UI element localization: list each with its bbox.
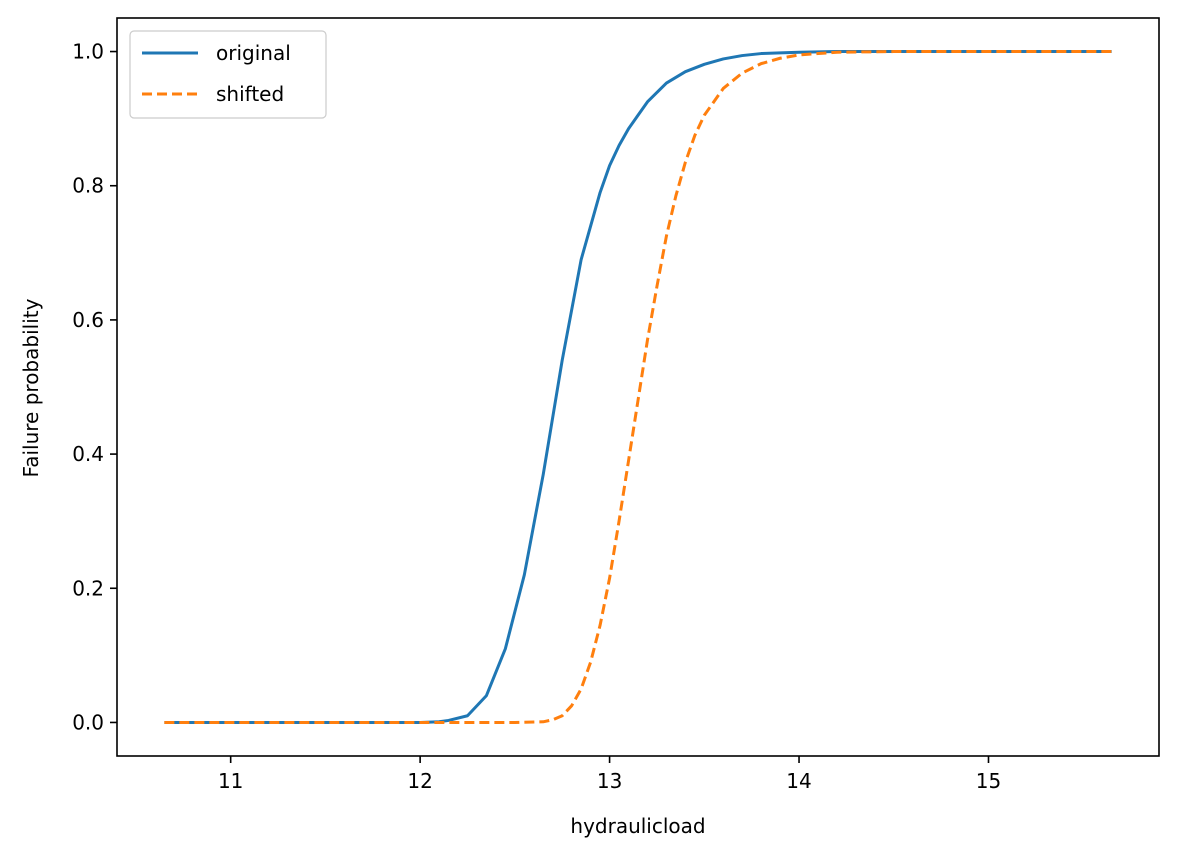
series-layer xyxy=(164,50,1112,724)
x-tick-label: 13 xyxy=(597,769,622,793)
y-tick-label: 0.8 xyxy=(72,174,104,198)
y-tick-label: 0.0 xyxy=(72,710,104,734)
x-tick-label: 12 xyxy=(407,769,432,793)
x-tick-label: 15 xyxy=(976,769,1001,793)
x-tick-label: 14 xyxy=(786,769,811,793)
legend-label-original: original xyxy=(216,41,291,65)
y-tick-label: 0.4 xyxy=(72,442,104,466)
legend-label-shifted: shifted xyxy=(216,82,284,106)
x-axis-ticks: 11 12 13 14 15 xyxy=(218,756,1001,793)
y-tick-label: 1.0 xyxy=(72,40,104,64)
y-axis-ticks: 0.0 0.2 0.4 0.6 0.8 1.0 xyxy=(72,40,117,734)
y-tick-label: 0.2 xyxy=(72,576,104,600)
y-tick-label: 0.6 xyxy=(72,308,104,332)
series-line-shifted xyxy=(164,50,1112,724)
x-tick-label: 11 xyxy=(218,769,243,793)
plot-frame xyxy=(116,17,1160,757)
series-line-original xyxy=(164,50,1112,724)
legend: original shifted xyxy=(129,30,327,119)
y-axis-label: Failure probability xyxy=(19,298,43,477)
x-axis-label: hydraulicload xyxy=(570,814,705,838)
